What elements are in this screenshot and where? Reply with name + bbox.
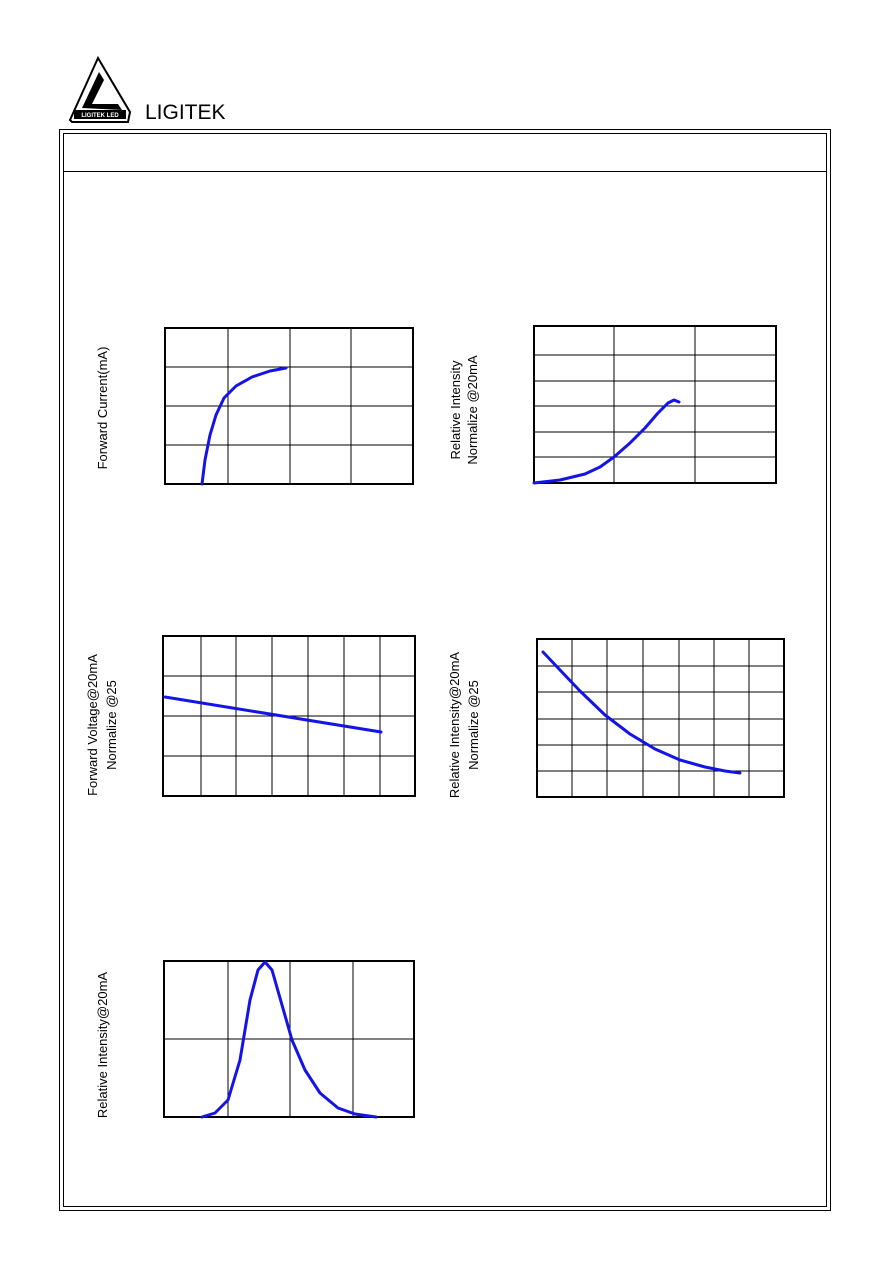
y-axis-label: Forward Current(mA) (95, 347, 110, 470)
plot-border (162, 635, 416, 797)
plot-border (164, 327, 414, 485)
brand: LIGITEK (145, 101, 226, 124)
y-axis-label: Normalize @25 (104, 680, 119, 770)
curve (541, 650, 742, 775)
logo-badge-bg (74, 110, 126, 119)
chart-3: Forward Voltage@20mA Normalize @25 (85, 635, 416, 797)
y-axis-label: Relative Intensity (448, 360, 463, 459)
chart-4: Relative Intensity@20mA Normalize @25 (447, 638, 785, 798)
logo: LIGITEK LED (68, 55, 132, 123)
plot-border (533, 325, 777, 484)
outer-frame (59, 129, 831, 1211)
chart-2: Relative Intensity Normalize @20mA (448, 325, 777, 485)
inner-frame (63, 133, 827, 1207)
curve (200, 366, 288, 486)
plot-border (163, 960, 415, 1118)
curve (532, 398, 681, 485)
curve (200, 960, 378, 1119)
chart-5: Relative Intensity@20mA (95, 960, 415, 1119)
logo-badge: LIGITEK LED (81, 113, 119, 119)
logo-mark (82, 72, 122, 110)
y-axis-label: Normalize @20mA (465, 355, 480, 465)
y-axis-label: Relative Intensity@20mA (447, 652, 462, 798)
curve (163, 695, 383, 734)
y-axis-label: Relative Intensity@20mA (95, 972, 110, 1118)
y-axis-label: Forward Voltage@20mA (85, 654, 100, 796)
chart-1: Forward Current(mA) (95, 327, 414, 486)
y-axis-label: Normalize @25 (466, 680, 481, 770)
plot-border (536, 638, 785, 798)
